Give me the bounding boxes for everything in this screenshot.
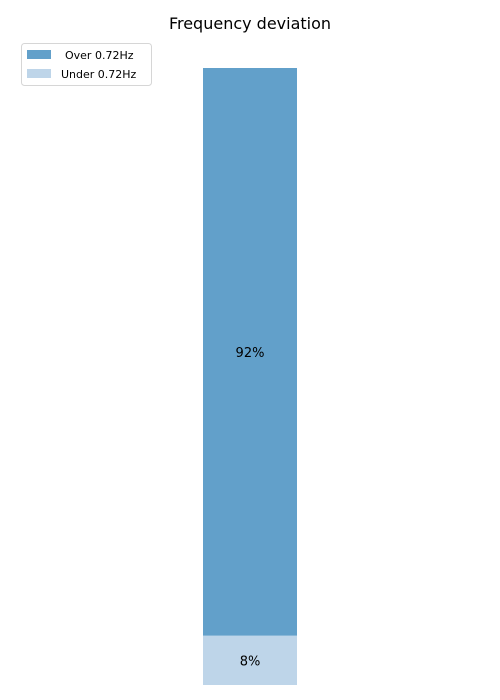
legend-frame <box>21 43 152 86</box>
bar-segment-under <box>203 635 297 685</box>
bar-label-under: 8% <box>240 654 261 669</box>
legend-swatch-over <box>27 50 51 59</box>
legend-label-under: Under 0.72Hz <box>61 68 137 81</box>
bar-label-over: 92% <box>236 346 265 361</box>
bar-labels: 8% 92% <box>236 346 265 670</box>
legend: Over 0.72Hz Under 0.72Hz <box>21 43 152 86</box>
legend-swatch-under <box>27 69 51 78</box>
chart-title: Frequency deviation <box>169 14 331 33</box>
bar-stack <box>203 68 297 685</box>
bar-segment-over <box>203 68 297 636</box>
legend-label-over: Over 0.72Hz <box>65 49 134 62</box>
